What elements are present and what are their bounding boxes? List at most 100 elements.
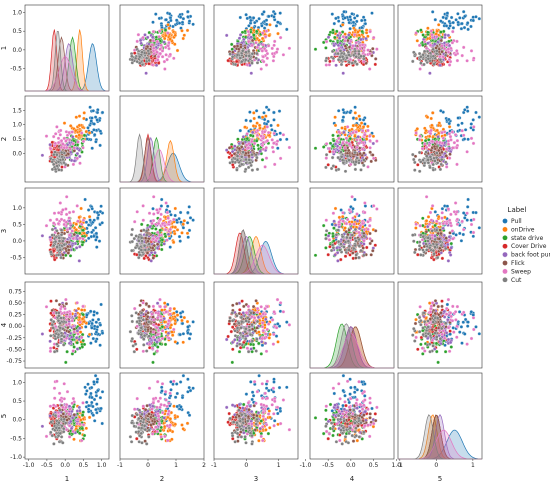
point-sweep	[245, 132, 249, 136]
point-cut	[359, 168, 363, 172]
point-pull	[99, 204, 103, 208]
point-sweep	[150, 221, 154, 226]
point-cut	[345, 56, 349, 60]
point-state-drive	[442, 29, 446, 34]
point-sweep	[71, 210, 76, 214]
point-cut	[417, 244, 422, 248]
point-sweep	[348, 222, 352, 227]
point-pull	[90, 146, 94, 150]
point-sweep	[455, 217, 460, 222]
point-sweep	[261, 43, 266, 47]
point-cut	[434, 155, 439, 160]
point-pull	[180, 20, 185, 25]
point-sweep	[61, 208, 65, 212]
point-pull	[157, 16, 162, 21]
point-cut	[353, 150, 357, 155]
point-sweep	[67, 233, 72, 237]
point-ondrive	[182, 315, 187, 320]
point-sweep	[75, 204, 79, 208]
point-sweep	[367, 67, 372, 71]
point-pull	[339, 208, 343, 212]
point-sweep	[250, 43, 254, 48]
point-state-drive	[331, 133, 335, 138]
point-pull	[188, 216, 193, 220]
point-sweep	[429, 128, 433, 133]
point-pull	[285, 137, 289, 142]
point-pull	[348, 17, 353, 22]
point-pull	[363, 21, 368, 26]
point-sweep	[68, 147, 72, 151]
point-state-drive	[82, 133, 87, 138]
point-sweep	[61, 142, 65, 146]
point-sweep	[453, 133, 458, 137]
point-ondrive	[443, 215, 447, 220]
point-cut	[147, 247, 151, 252]
point-pull	[249, 18, 253, 23]
point-pull	[238, 128, 243, 133]
point-pull	[238, 15, 243, 20]
point-cut	[144, 229, 149, 233]
point-back-foot-punch	[332, 219, 336, 223]
point-cut	[334, 232, 339, 237]
point-sweep	[48, 218, 53, 222]
point-cut	[142, 228, 146, 232]
point-flick	[371, 248, 375, 253]
point-pull	[440, 206, 445, 211]
point-sweep	[455, 39, 459, 44]
point-sweep	[275, 47, 280, 51]
point-flick	[66, 152, 71, 156]
point-pull	[278, 11, 282, 15]
point-flick	[432, 144, 437, 149]
point-back-foot-punch	[238, 33, 243, 37]
point-cut	[419, 61, 423, 65]
point-pull	[363, 18, 367, 22]
point-ondrive	[340, 23, 345, 27]
point-back-foot-punch	[359, 37, 363, 42]
point-pull	[95, 311, 99, 315]
point-cut	[426, 158, 430, 162]
point-sweep	[254, 40, 258, 45]
point-back-foot-punch	[447, 235, 452, 239]
point-cut	[345, 235, 349, 240]
point-back-foot-punch	[326, 35, 331, 39]
point-pull	[244, 12, 248, 17]
point-cut	[49, 334, 53, 338]
point-sweep	[278, 35, 283, 40]
point-sweep	[354, 40, 358, 45]
point-cut	[143, 248, 148, 252]
point-state-drive	[324, 246, 328, 250]
point-pull	[458, 16, 462, 20]
point-state-drive	[333, 35, 337, 40]
point-ondrive	[424, 219, 429, 223]
point-pull	[181, 226, 186, 230]
point-sweep	[455, 49, 459, 53]
point-cut	[147, 51, 151, 56]
point-cut	[362, 234, 366, 238]
point-pull	[465, 205, 470, 209]
point-sweep	[355, 145, 359, 150]
point-ondrive	[426, 26, 430, 30]
point-sweep	[440, 211, 444, 215]
point-pull	[92, 324, 97, 329]
point-flick	[67, 248, 71, 252]
point-sweep	[453, 53, 458, 57]
point-back-foot-punch	[355, 219, 360, 223]
point-cut	[244, 157, 248, 162]
point-cover-drive	[52, 248, 56, 253]
point-pull	[465, 21, 470, 25]
point-sweep	[448, 221, 453, 225]
point-cut	[435, 242, 439, 247]
point-cover-drive	[343, 254, 348, 258]
point-cut	[353, 227, 358, 232]
panel-r4-c2	[119, 281, 205, 369]
point-cut	[340, 234, 345, 239]
point-sweep	[245, 63, 250, 67]
point-sweep	[362, 48, 366, 53]
point-sweep	[68, 312, 72, 316]
point-pull	[90, 326, 94, 330]
point-cut	[57, 311, 61, 315]
point-sweep	[327, 146, 332, 151]
point-pull	[100, 221, 104, 225]
point-ondrive	[185, 319, 190, 324]
